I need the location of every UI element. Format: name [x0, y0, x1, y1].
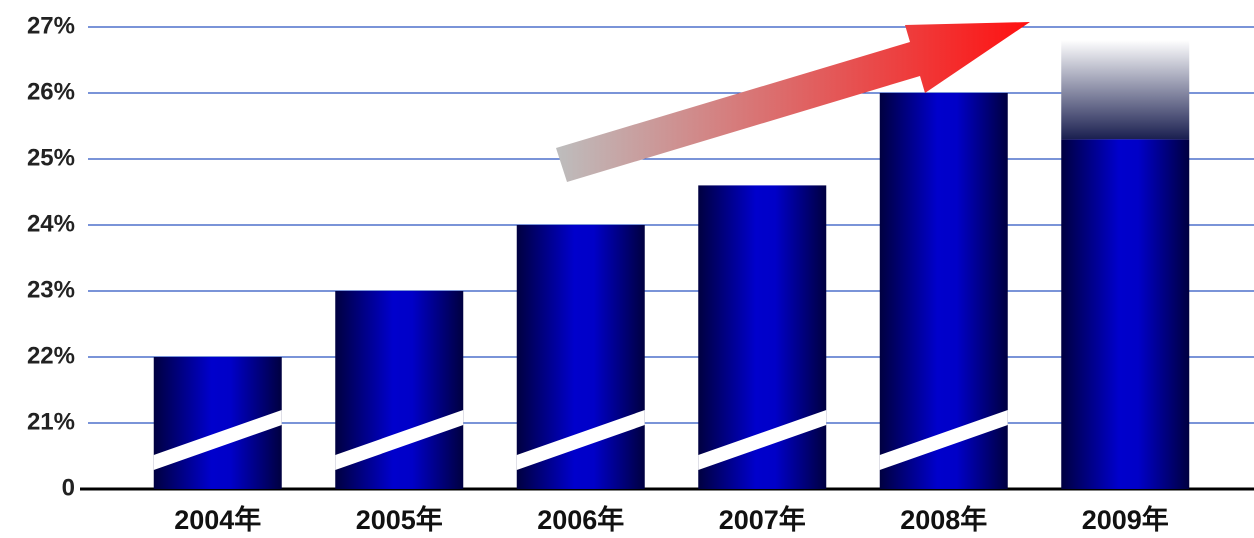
- y-tick-label: 26%: [27, 78, 75, 105]
- decoration: [1061, 40, 1190, 140]
- x-tick-label: 2006年: [537, 504, 624, 535]
- y-tick-label: 22%: [27, 342, 75, 369]
- x-tick-label: 2005年: [356, 504, 443, 535]
- trend-arrow: [556, 22, 1030, 182]
- x-tick-label: 2004年: [174, 504, 261, 535]
- projection-fade: [1061, 40, 1190, 140]
- bar: [1061, 139, 1190, 489]
- y-tick-label: 23%: [27, 276, 75, 303]
- axis-break: [335, 410, 464, 470]
- x-tick-label: 2007年: [719, 504, 806, 535]
- y-tick-label: 0: [62, 474, 75, 501]
- axis-break: [879, 410, 1008, 470]
- x-tick-label: 2009年: [1082, 504, 1169, 535]
- y-tick-label: 24%: [27, 210, 75, 237]
- grid: [80, 26, 1254, 491]
- x-tick-label: 2008年: [900, 504, 987, 535]
- axis-break: [698, 410, 827, 470]
- y-tick-label: 25%: [27, 144, 75, 171]
- axis-break: [153, 410, 282, 470]
- axis-break: [516, 410, 645, 470]
- y-tick-label: 27%: [27, 12, 75, 39]
- bars: [153, 93, 1190, 489]
- y-tick-label: 21%: [27, 408, 75, 435]
